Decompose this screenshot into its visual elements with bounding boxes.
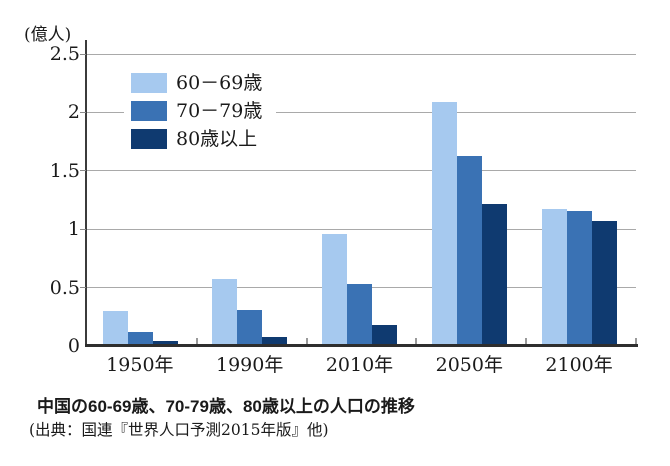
gridline bbox=[87, 53, 636, 55]
y-axis-tick-label: 1.5 bbox=[49, 159, 80, 182]
bar-70－79歳-2050年 bbox=[456, 155, 482, 346]
gridline bbox=[87, 228, 636, 230]
x-axis-line bbox=[85, 344, 638, 347]
x-axis-tick bbox=[415, 338, 418, 346]
y-axis-tick bbox=[80, 228, 86, 230]
legend-item: 60－69歳 bbox=[131, 73, 262, 93]
bar-70－79歳-2100年 bbox=[566, 210, 592, 346]
legend-item: 80歳以上 bbox=[131, 129, 262, 149]
legend-item: 70－79歳 bbox=[131, 101, 262, 121]
chart-source-note: (出典：国連『世界人口予測2015年版』他) bbox=[29, 421, 329, 439]
x-axis-tick bbox=[525, 338, 528, 346]
gridline bbox=[87, 170, 636, 172]
x-axis-category-label: 2010年 bbox=[325, 354, 394, 376]
bar-60－69歳-1950年 bbox=[102, 310, 128, 346]
y-axis-tick bbox=[80, 287, 86, 289]
chart-title: 中国の60-69歳、70-79歳、80歳以上の人口の推移 bbox=[37, 397, 415, 416]
bar-60－69歳-2010年 bbox=[322, 233, 348, 346]
y-axis-tick-label: 0.5 bbox=[49, 276, 80, 299]
legend-swatch bbox=[131, 129, 167, 149]
y-axis-tick-label: 2.5 bbox=[49, 43, 80, 65]
y-axis-tick-label: 1 bbox=[67, 218, 80, 241]
y-axis-tick-label: 0 bbox=[67, 335, 80, 357]
bar-80歳以上-2100年 bbox=[591, 221, 617, 346]
bar-70－79歳-2010年 bbox=[347, 284, 373, 346]
x-axis-category-label: 1990年 bbox=[216, 354, 284, 376]
x-axis-tick bbox=[195, 338, 198, 346]
bar-70－79歳-1990年 bbox=[237, 309, 263, 346]
legend-swatch bbox=[131, 101, 167, 121]
x-axis-tick bbox=[635, 338, 637, 346]
legend: 60－69歳 70－79歳 80歳以上 bbox=[124, 65, 277, 159]
bar-70－79歳-1950年 bbox=[127, 331, 153, 346]
y-axis-tick bbox=[80, 53, 86, 55]
bar-80歳以上-2010年 bbox=[372, 324, 398, 346]
bar-80歳以上-2050年 bbox=[481, 203, 507, 346]
legend-label: 60－69歳 bbox=[176, 72, 263, 94]
legend-swatch bbox=[131, 73, 167, 93]
x-axis-category-label: 2100年 bbox=[545, 354, 613, 376]
legend-label: 80歳以上 bbox=[176, 128, 258, 150]
y-axis-tick bbox=[80, 170, 86, 172]
x-axis-tick bbox=[305, 338, 308, 346]
bar-80歳以上-1990年 bbox=[262, 336, 288, 346]
y-axis-unit-label: (億人) bbox=[24, 25, 72, 45]
gridline bbox=[87, 111, 636, 113]
y-axis-tick-label: 2 bbox=[67, 101, 80, 124]
bar-60－69歳-1990年 bbox=[212, 279, 238, 346]
bar-60－69歳-2050年 bbox=[431, 101, 457, 346]
x-axis-category-label: 1950年 bbox=[106, 354, 174, 376]
legend-label: 70－79歳 bbox=[176, 100, 263, 122]
y-axis-line bbox=[85, 40, 87, 346]
x-axis-category-label: 2050年 bbox=[435, 354, 503, 376]
y-axis-tick bbox=[80, 111, 86, 113]
bar-60－69歳-2100年 bbox=[541, 209, 567, 346]
bar-80歳以上-1950年 bbox=[152, 341, 178, 346]
